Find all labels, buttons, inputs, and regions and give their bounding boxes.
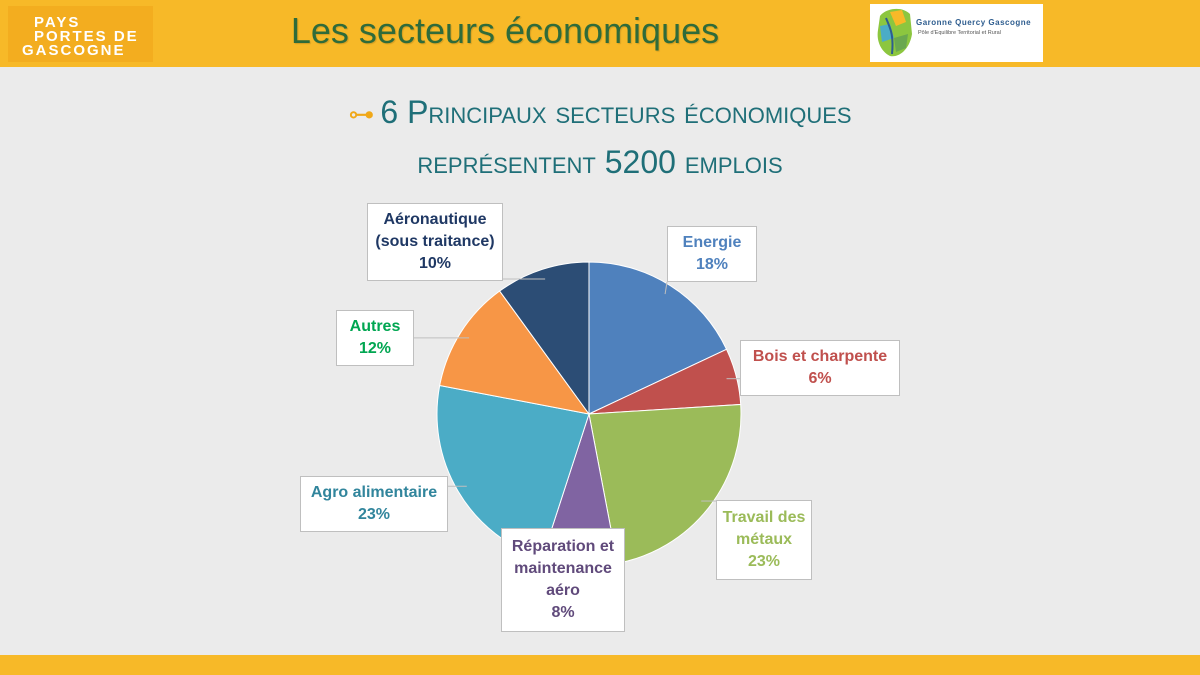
data-label-3: Réparation et maintenance aéro 8% [501,528,625,632]
subtitle-line-1-text: 6 Principaux secteurs économiques [380,94,852,130]
data-label-6-line-0: Aéronautique [383,211,487,228]
data-label-4-line-0: Agro alimentaire [310,484,438,501]
logo-right-tagline: Pôle d'Equilibre Territorial et Rural [918,30,1001,36]
logo-line-2: PORTES DE [34,28,139,45]
data-label-1: Bois et charpente 6% [740,340,900,396]
data-label-4-value: 23% [357,506,391,523]
data-label-3-value: 8% [551,604,575,621]
logo-line-3: GASCOGNE [22,42,126,59]
data-label-6-line-1: (sous traitance) [375,233,495,250]
subtitle-line-1: ⊶ 6 Principaux secteurs économiques [280,88,920,138]
data-label-3-line-2: aéro [546,582,580,599]
data-label-1-line-0: Bois et charpente [752,348,888,365]
pie-slice-2 [588,403,742,564]
data-label-0-value: 18% [695,256,729,273]
key-icon: ⊶ [348,99,375,129]
subtitle-line-2: représentent 5200 emplois [417,144,783,180]
data-label-5-line-0: Autres [349,318,401,335]
data-label-2: Travail des métaux 23% [716,500,812,580]
pays-portes-de-gascogne-logo: PAYS PORTES DE GASCOGNE [8,6,153,62]
data-label-3-line-1: maintenance [514,560,612,577]
data-label-5-value: 12% [358,340,392,357]
garonne-quercy-gascogne-logo: Garonne Quercy Gascogne Pôle d'Equilibre… [870,4,1043,62]
data-label-1-value: 6% [808,370,832,387]
page-title: Les secteurs économiques [290,10,720,51]
footer-bar [0,655,1200,675]
subtitle: ⊶ 6 Principaux secteurs économiques repré… [280,88,920,186]
leader-line-0 [664,281,668,295]
data-label-0: Energie 18% [667,226,757,282]
pie-slice-5 [439,290,591,415]
data-label-2-line-0: Travail des [722,509,806,526]
pie-slice-0 [588,261,728,415]
logo-line-1: PAYS [34,14,81,31]
data-label-2-value: 23% [747,553,781,570]
data-label-6-value: 10% [418,255,452,272]
data-label-6: Aéronautique (sous traitance) 10% [367,203,503,281]
logo-right-name: Garonne Quercy Gascogne [916,18,1032,27]
pie-slice-6 [498,261,590,416]
data-label-3-line-0: Réparation et [511,538,615,555]
data-label-0-line-0: Energie [682,234,742,251]
data-label-2-line-1: métaux [735,531,793,548]
data-label-5: Autres 12% [336,310,414,366]
data-label-4: Agro alimentaire 23% [300,476,448,532]
map-icon [877,8,912,57]
